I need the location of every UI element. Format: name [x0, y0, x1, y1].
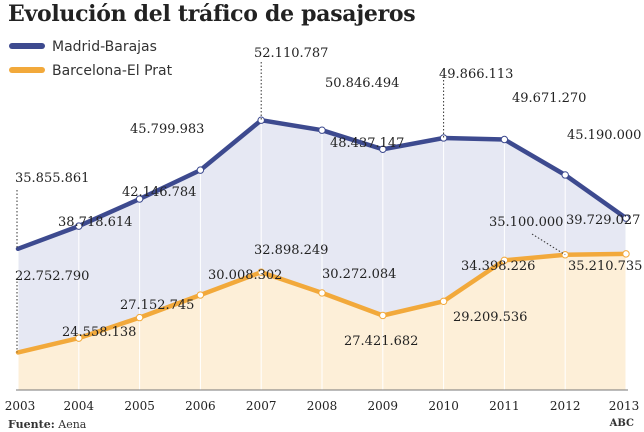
madrid-value-label: 49.866.113 [439, 67, 513, 82]
madrid-point [257, 116, 265, 124]
madrid-value-label: 38.718.614 [58, 215, 132, 230]
barcelona-point [196, 291, 205, 299]
barcelona-point [439, 297, 448, 306]
barcelona-value-label: 34.398.226 [461, 259, 535, 274]
x-tick-label: 2012 [550, 399, 581, 413]
madrid-point [561, 171, 569, 179]
barcelona-point [500, 256, 509, 265]
legend-label: Barcelona-El Prat [52, 63, 173, 79]
source-label: Fuente: [8, 418, 55, 431]
madrid-value-label: 48.437.147 [330, 136, 404, 151]
madrid-value-label: 35.855.861 [15, 171, 89, 186]
madrid-value-label: 45.799.983 [130, 122, 204, 137]
barcelona-2012-leader [531, 233, 566, 256]
x-tick-label: 2009 [368, 399, 399, 413]
madrid-value-label: 49.671.270 [512, 91, 586, 106]
x-tick-label: 2007 [246, 399, 277, 413]
source-note: Fuente: Aena [8, 418, 86, 431]
madrid-point [135, 195, 144, 203]
x-tick-label: 2008 [307, 399, 338, 413]
barcelona-point [379, 311, 387, 320]
madrid-point [318, 126, 326, 134]
madrid-point [439, 134, 448, 142]
chart-title: Evolución del tráfico de pasajeros [8, 1, 416, 27]
x-tick-label: 2010 [428, 399, 459, 413]
source-value: Aena [58, 418, 87, 431]
barcelona-value-label: 30.272.084 [322, 267, 396, 282]
x-tick-label: 2013 [609, 399, 640, 413]
x-tick-label: 2003 [5, 399, 36, 413]
barcelona-value-label: 32.898.249 [254, 243, 328, 258]
madrid-value-label: 45.190.000 [567, 128, 641, 143]
x-tick-label: 2006 [185, 399, 216, 413]
barcelona-value-label: 29.209.536 [453, 310, 527, 325]
x-tick-label: 2005 [124, 399, 155, 413]
barcelona-value-label: 35.100.000 [489, 215, 563, 230]
madrid-point [622, 214, 630, 222]
barcelona-value-label: 27.421.682 [344, 334, 418, 349]
madrid-value-label: 39.729.027 [566, 213, 640, 228]
barcelona-point [257, 268, 265, 276]
barcelona-point [75, 334, 83, 342]
barcelona-value-label: 27.152.745 [120, 298, 194, 313]
madrid-point [75, 222, 83, 230]
madrid-point [196, 166, 205, 174]
madrid-value-label: 50.846.494 [325, 76, 399, 91]
madrid-value-label: 52.110.787 [254, 46, 328, 61]
x-tick-label: 2011 [489, 399, 520, 413]
barcelona-point [318, 289, 326, 297]
credit-label: ABC [609, 418, 634, 429]
legend-label: Madrid-Barajas [52, 39, 157, 55]
barcelona-value-label: 35.210.735 [568, 259, 642, 274]
barcelona-value-label: 30.008.302 [208, 268, 282, 283]
barcelona-point [622, 250, 630, 258]
barcelona-value-label: 24.558.138 [62, 325, 136, 340]
madrid-point [500, 135, 509, 144]
madrid-point [379, 145, 387, 153]
madrid-value-label: 42.146.784 [122, 185, 196, 200]
x-tick-label: 2004 [64, 399, 95, 413]
barcelona-point [135, 313, 144, 322]
barcelona-value-label: 22.752.790 [15, 269, 89, 284]
